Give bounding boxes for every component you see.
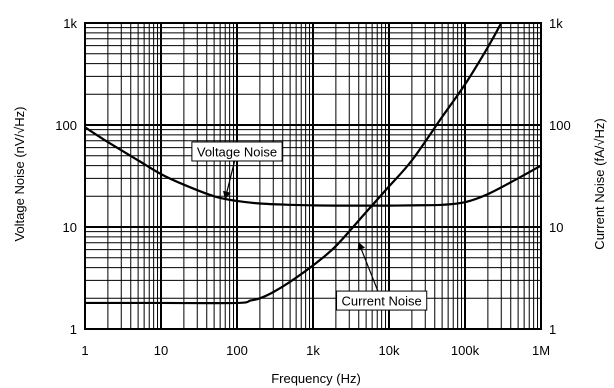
x-axis-title: Frequency (Hz) <box>271 371 361 386</box>
y-left-tick-label: 100 <box>55 118 77 133</box>
annotation-arrow <box>223 160 236 200</box>
grid <box>84 23 541 330</box>
x-tick-label: 10 <box>154 343 168 358</box>
y-axis-right-title: Current Noise (fA/√Hz) <box>592 118 607 249</box>
x-tick-label: 100k <box>451 343 480 358</box>
x-tick-label: 100 <box>226 343 248 358</box>
y-right-tick-label: 10 <box>549 220 563 235</box>
x-tick-label: 1M <box>532 343 550 358</box>
plot-frame <box>84 22 542 330</box>
y-right-tick-label: 1k <box>549 16 563 31</box>
x-tick-label: 1 <box>81 343 88 358</box>
y-right-tick-label: 100 <box>549 118 571 133</box>
y-left-tick-label: 10 <box>63 220 77 235</box>
series-voltage-noise-line <box>85 126 541 207</box>
y-left-tick-label: 1k <box>63 16 77 31</box>
x-tick-label: 1k <box>306 343 320 358</box>
annotation-box <box>336 290 428 311</box>
annotation-voltage-noise: Voltage Noise <box>191 141 283 200</box>
y-axis-left-title: Voltage Noise (nV/√Hz) <box>12 106 27 241</box>
annotation-arrow <box>357 241 379 292</box>
x-tick-label: 10k <box>379 343 400 358</box>
series-current-noise-line <box>85 23 503 305</box>
annotation-label: Current Noise <box>342 294 422 309</box>
annotations: Voltage Noise Current Noise <box>191 141 428 311</box>
y-right-tick-label: 1 <box>549 322 556 337</box>
annotation-box <box>191 141 283 162</box>
series-group <box>85 23 541 305</box>
y-left-tick-label: 1 <box>70 322 77 337</box>
annotation-current-noise: Current Noise <box>336 241 428 311</box>
annotation-label: Voltage Noise <box>197 144 277 159</box>
